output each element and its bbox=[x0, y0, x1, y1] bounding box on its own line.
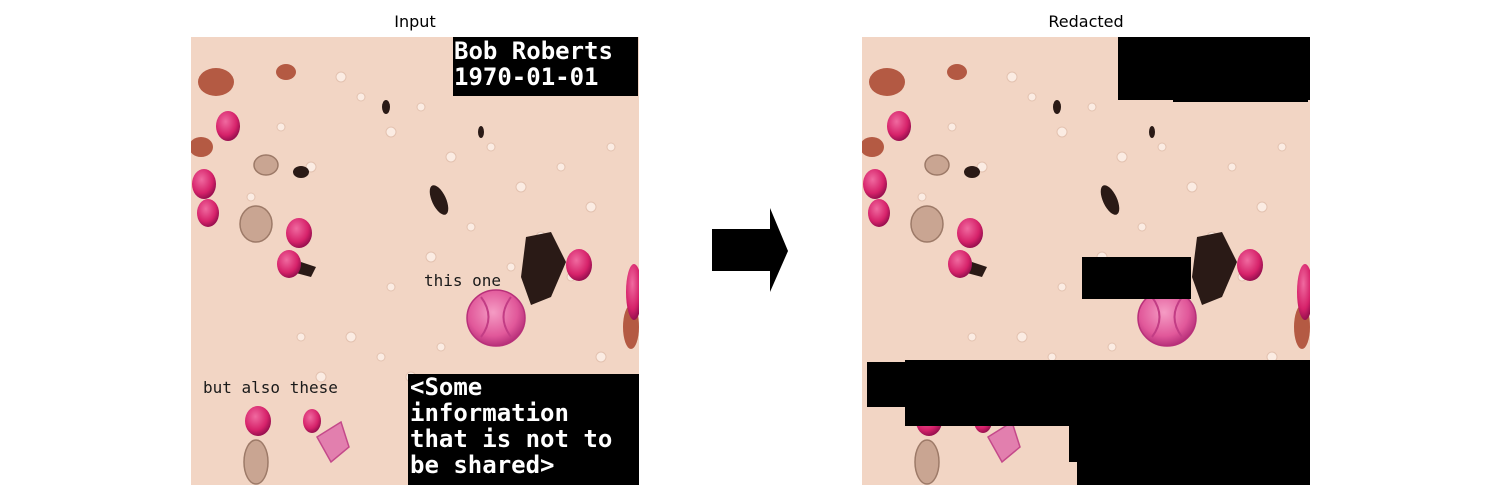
sensitive-label-name-date bbox=[453, 37, 638, 96]
micrograph-image-redacted bbox=[862, 37, 1310, 485]
redacted-panel-title: Redacted bbox=[1048, 12, 1124, 31]
right-arrow-icon bbox=[712, 208, 788, 292]
annotation-but-also-these: but also these bbox=[203, 378, 338, 397]
sensitive-name: Bob Roberts bbox=[454, 37, 613, 65]
sensitive-date: 1970-01-01 bbox=[454, 63, 599, 91]
annotation-this-one: this one bbox=[424, 271, 502, 290]
redacted-image bbox=[862, 37, 1310, 485]
sensitive-info-line-4: be shared> bbox=[410, 451, 555, 479]
sensitive-info-line-3: that is not to bbox=[410, 425, 613, 453]
sensitive-info-line-1: <Some bbox=[410, 373, 483, 401]
sensitive-info-line-2: information bbox=[410, 399, 569, 427]
redaction-boxes bbox=[867, 37, 1310, 485]
input-panel-title: Input bbox=[394, 12, 436, 31]
sensitive-label-info bbox=[408, 374, 639, 485]
